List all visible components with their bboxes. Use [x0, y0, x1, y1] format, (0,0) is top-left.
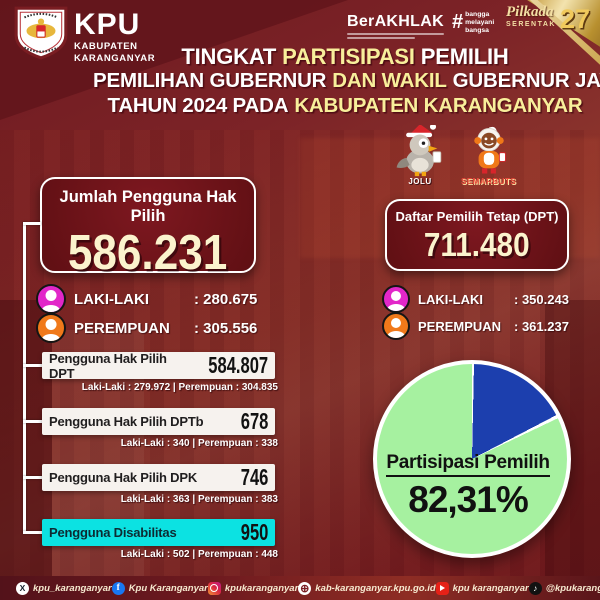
tiktok-icon: ♪: [528, 581, 542, 595]
gender-row-male-right: LAKI-LAKI : 350.243: [382, 285, 569, 313]
instagram-handle: kpukaranganyar: [224, 582, 299, 594]
brand-karanganyar: KARANGANYAR: [74, 52, 156, 64]
mascot-jolu-label: JOLU: [408, 177, 432, 186]
brand-kabupaten: KABUPATEN: [74, 41, 138, 52]
tiktok-handle: @kpukaranganyar: [545, 582, 600, 594]
pilkada-serentak-text: SERENTAK: [506, 21, 556, 28]
footer-item-instagram: kpukaranganyar: [207, 581, 299, 595]
card-left-value: 586.231: [68, 226, 228, 280]
eagle-mascot-icon: [396, 125, 442, 177]
twitter-handle: kpu_karanganyar: [33, 582, 112, 594]
footer-item-twitter: X kpu_karanganyar: [16, 581, 112, 595]
gender-row-female-right: PEREMPUAN : 361.237: [382, 312, 569, 340]
x-twitter-icon: X: [16, 581, 29, 595]
male-label: LAKI-LAKI: [418, 291, 483, 307]
pie-percentage: 82,31%: [408, 479, 529, 520]
footer-social-bar: X kpu_karanganyar f Kpu Karanganyar kpuk…: [0, 576, 600, 600]
female-value: : 361.237: [514, 318, 569, 334]
gender-row-female-left: PEREMPUAN : 305.556: [36, 313, 257, 343]
footer-item-youtube: kpu karanganyar: [435, 581, 529, 595]
stat-row-dpk: Pengguna Hak Pilih DPK 746: [42, 464, 275, 491]
berakhlak-tagline-bar: [347, 33, 444, 35]
male-label: LAKI-LAKI: [74, 290, 149, 308]
connector-stub: [23, 476, 43, 479]
male-icon: [36, 284, 66, 314]
mascot-semarbots: SEMARBUTS: [461, 125, 516, 186]
mascots: JOLU SEMARBUTS: [393, 125, 516, 186]
hashtag-icon: #: [452, 11, 464, 34]
youtube-handle: kpu karanganyar: [452, 582, 529, 594]
female-label: PEREMPUAN: [74, 319, 170, 337]
connector-line: [23, 222, 26, 533]
title-line-3: TAHUN 2024 PADA KABUPATEN KARANGANYAR: [107, 94, 583, 117]
card-left-title: Jumlah Pengguna Hak Pilih: [59, 188, 237, 225]
gender-row-male-left: LAKI-LAKI : 280.675: [36, 284, 257, 314]
kpu-shield-icon: [14, 6, 68, 60]
female-value: : 305.556: [194, 319, 258, 337]
female-label: PEREMPUAN: [418, 318, 502, 334]
male-value: : 350.243: [514, 291, 569, 307]
stat-row-dpk-detail: Laki-Laki : 363 | Perempuan : 383: [120, 494, 278, 505]
male-icon: [382, 285, 410, 313]
website-url: kab-karanganyar.kpu.go.id: [315, 582, 436, 594]
stat-row-disabilitas-detail: Laki-Laki : 502 | Perempuan : 448: [120, 549, 278, 560]
facebook-icon: f: [111, 581, 125, 595]
stat-row-dptb: Pengguna Hak Pilih DPTb 678: [42, 408, 275, 435]
bangga-melayani-bangsa-logo: # bangga melayani bangsa: [452, 11, 494, 34]
mascot-jolu: JOLU: [393, 125, 447, 186]
globe-icon: ⊕: [298, 581, 312, 595]
pie-chart-labels: Partisipasi Pemilih 82,31%: [373, 452, 563, 521]
footer-item-facebook: f Kpu Karanganyar: [111, 581, 208, 595]
instagram-icon: [207, 581, 221, 595]
stat-row-dptb-detail: Laki-Laki : 340 | Perempuan : 338: [120, 438, 278, 449]
stat-row-dpt-detail: Laki-Laki : 279.972 | Perempuan : 304.83…: [81, 382, 278, 393]
connector-stub: [23, 420, 43, 423]
male-value: : 280.675: [194, 290, 258, 308]
footer-item-website: ⊕ kab-karanganyar.kpu.go.id: [298, 581, 436, 595]
brand-kpu: KPU: [74, 8, 141, 41]
participation-pie-chart: [373, 360, 571, 558]
mascot-semarbots-label: SEMARBUTS: [461, 177, 517, 186]
pie-label: Partisipasi Pemilih: [386, 452, 550, 477]
connector-stub: [23, 531, 43, 534]
facebook-handle: Kpu Karanganyar: [128, 582, 208, 594]
title-line-1: TINGKAT PARTISIPASI PEMILIH: [181, 44, 509, 69]
berakhlak-text: BerAKHLAK: [347, 13, 444, 30]
footer-item-tiktok: ♪ @kpukaranganyar: [528, 581, 600, 595]
card-right-title: Daftar Pemilih Tetap (DPT): [395, 209, 559, 224]
female-icon: [36, 313, 66, 343]
youtube-icon: [435, 581, 449, 595]
hashtag-line: melayani: [465, 18, 495, 26]
hashtag-line: bangsa: [465, 26, 489, 34]
brand-text: KPU KABUPATEN KARANGANYAR: [74, 10, 155, 63]
connector-stub: [23, 222, 41, 225]
card-dpt: Daftar Pemilih Tetap (DPT) 711.480: [385, 199, 569, 271]
stat-row-disabilitas: Pengguna Disabilitas 950: [42, 519, 275, 546]
card-jumlah-pengguna-hak-pilih: Jumlah Pengguna Hak Pilih 586.231: [40, 177, 256, 278]
pilkada-number: 27: [559, 4, 590, 34]
connector-stub: [23, 364, 43, 367]
female-icon: [382, 312, 410, 340]
pilkada-script-text: Pilkada: [506, 4, 554, 20]
robot-mascot-icon: [473, 126, 506, 174]
berakhlak-logo: BerAKHLAK: [347, 13, 444, 39]
pilkada-serentak-logo: Pilkada SERENTAK 27: [506, 4, 590, 34]
kpu-logo: [12, 6, 70, 65]
berakhlak-tagline-bar: [347, 36, 415, 39]
card-right-value: 711.480: [424, 226, 530, 263]
stat-row-dpt: Pengguna Hak Pilih DPT 584.807: [42, 351, 275, 381]
hashtag-line: bangga: [465, 11, 490, 18]
